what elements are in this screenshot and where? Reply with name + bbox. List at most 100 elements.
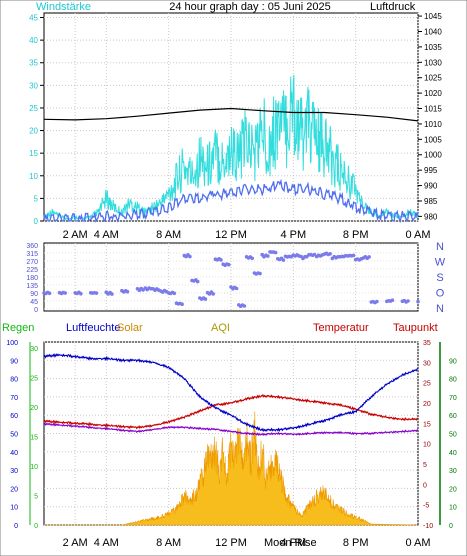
direction-tick-label: 135 xyxy=(26,283,38,290)
climate-tick-labels: 2 AM 4 AM 8 AM 12 PM 4 PM 8 PM 0 AM01020304050… xyxy=(6,340,457,549)
temperature-tick-label: 0 xyxy=(423,482,427,489)
wind-axis-label: Windstärke xyxy=(36,1,91,13)
pressure-tick-label: 1015 xyxy=(424,105,442,114)
x-tick-label: 0 AM xyxy=(405,537,430,549)
humidity-tick-label: 10 xyxy=(10,505,18,512)
pressure-axis-label: Luftdruck xyxy=(370,1,416,13)
direction-point xyxy=(79,291,83,296)
aqi-label: AQI xyxy=(211,322,230,334)
series-wind-speed xyxy=(43,74,419,221)
temperature-tick-label: 20 xyxy=(423,401,431,408)
direction-point xyxy=(242,304,247,308)
x-tick-label: 8 AM xyxy=(156,229,181,241)
series-luftdruck xyxy=(43,107,419,122)
solar-label: Solar xyxy=(117,322,143,334)
humidity-tick-label: 70 xyxy=(10,395,18,402)
dewpoint-tick-label: 0 xyxy=(449,523,453,530)
wind-tick-label: 20 xyxy=(29,127,38,136)
direction-point xyxy=(281,258,286,262)
dewpoint-tick-label: 40 xyxy=(449,450,457,457)
temperature-tick-label: 10 xyxy=(423,442,431,449)
humidity-tick-label: 60 xyxy=(10,413,18,420)
pressure-tick-label: 1025 xyxy=(424,74,442,83)
direction-point xyxy=(416,299,420,304)
wind-tick-label: 35 xyxy=(29,59,38,68)
x-tick-label: 8 AM xyxy=(156,537,181,549)
direction-point xyxy=(219,258,223,262)
direction-point xyxy=(172,291,177,296)
wind-tick-label: 10 xyxy=(29,172,38,181)
rain-tick-label: 5 xyxy=(34,494,38,501)
series-solar xyxy=(44,411,418,526)
x-tick-label: 0 AM xyxy=(405,229,430,241)
series-luftfeuchte xyxy=(43,353,419,433)
direction-point xyxy=(63,291,67,295)
moon-rise-label: Moon Rise xyxy=(264,537,317,549)
direction-point xyxy=(258,271,262,276)
pressure-tick-label: 1045 xyxy=(424,12,442,21)
pressure-tick-label: 1030 xyxy=(424,58,442,67)
wind-pressure-series xyxy=(43,74,419,223)
pressure-tick-label: 985 xyxy=(424,197,438,206)
direction-point xyxy=(266,254,270,258)
pressure-tick-label: 1040 xyxy=(424,27,442,36)
humidity-tick-label: 90 xyxy=(10,358,18,365)
regen-label: Regen xyxy=(2,322,34,334)
pressure-tick-label: 1000 xyxy=(424,151,442,160)
climate-series xyxy=(43,353,419,526)
temperature-tick-label: 30 xyxy=(423,360,431,367)
temperature-tick-label: 35 xyxy=(423,340,431,347)
wind-direction-points xyxy=(42,250,420,309)
direction-compass-label: W xyxy=(435,257,446,269)
x-tick-label: 2 AM xyxy=(63,229,88,241)
direction-tick-label: 180 xyxy=(26,275,38,282)
wind-tick-label: 40 xyxy=(29,36,38,45)
pressure-tick-label: 995 xyxy=(424,166,438,175)
wind-tick-label: 25 xyxy=(29,104,38,113)
direction-point xyxy=(94,291,99,295)
direction-point xyxy=(328,252,332,256)
direction-point xyxy=(406,299,410,303)
x-tick-label: 12 PM xyxy=(215,537,247,549)
wind-tick-label: 30 xyxy=(29,81,38,90)
humidity-tick-label: 0 xyxy=(14,523,18,530)
humidity-tick-label: 30 xyxy=(10,468,18,475)
dewpoint-tick-label: 70 xyxy=(449,395,457,402)
wind-pressure-panel: Windstärke 24 hour graph day : 05 Juni 2… xyxy=(29,1,442,241)
x-tick-label: 4 AM xyxy=(94,537,119,549)
climate-panel: Regen Luftfeuchte Solar AQI Temperatur T… xyxy=(2,322,457,549)
direction-point xyxy=(273,250,278,255)
dewpoint-tick-label: 90 xyxy=(449,358,457,365)
direction-point xyxy=(180,302,184,307)
pressure-tick-label: 1005 xyxy=(424,135,442,144)
dewpoint-tick-label: 30 xyxy=(449,468,457,475)
direction-point xyxy=(390,298,395,303)
rain-tick-label: 10 xyxy=(30,464,38,471)
temperature-tick-label: -5 xyxy=(423,503,429,510)
dewpoint-tick-label: 80 xyxy=(449,377,457,384)
humidity-tick-label: 40 xyxy=(10,450,18,457)
pressure-tick-label: 1035 xyxy=(424,43,442,52)
direction-tick-label: 225 xyxy=(26,267,38,274)
direction-compass-label: O xyxy=(436,288,445,300)
wind-tick-label: 45 xyxy=(29,14,38,23)
direction-tick-label: 270 xyxy=(26,259,38,266)
x-tick-label: 4 AM xyxy=(94,229,119,241)
pressure-tick-label: 1020 xyxy=(424,89,442,98)
direction-point xyxy=(351,253,356,258)
direction-point xyxy=(227,262,231,267)
direction-point xyxy=(250,256,254,261)
x-tick-label: 12 PM xyxy=(215,229,247,241)
rain-tick-label: 0 xyxy=(34,523,38,530)
x-tick-label: 8 PM xyxy=(343,537,369,549)
direction-compass-label: N xyxy=(436,303,444,315)
direction-point xyxy=(375,299,379,304)
wind-direction-grid xyxy=(44,243,419,311)
rain-tick-label: 25 xyxy=(30,376,38,383)
direction-tick-label: 45 xyxy=(30,299,38,306)
direction-point xyxy=(110,292,114,296)
pressure-tick-label: 990 xyxy=(424,182,438,191)
